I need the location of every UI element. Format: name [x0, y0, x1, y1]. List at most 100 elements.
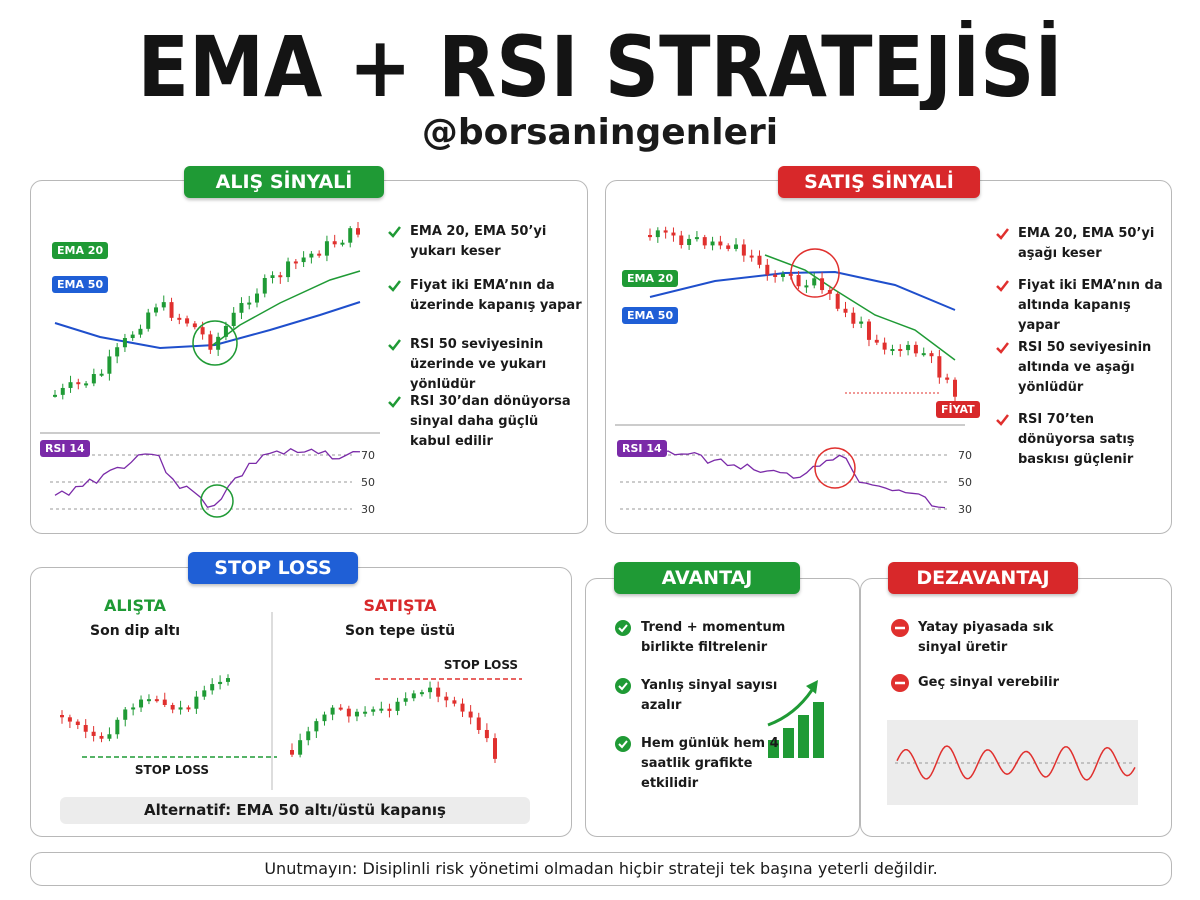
candle — [937, 356, 942, 378]
rsi-level-label: 50 — [958, 476, 972, 489]
candle — [154, 307, 158, 313]
list-item: Fiyat iki EMA’nın da altında kapanış yap… — [1018, 278, 1163, 333]
candle — [99, 735, 104, 739]
rsi-level-label: 30 — [958, 503, 972, 516]
candle — [202, 690, 207, 697]
ema50-tag: EMA 50 — [622, 307, 679, 324]
disadvantage-panel — [860, 578, 1172, 837]
buy-panel — [30, 180, 588, 534]
candle — [363, 711, 368, 714]
signal-circle — [192, 320, 238, 366]
candle — [99, 373, 104, 376]
candle — [131, 707, 136, 710]
candle — [403, 698, 408, 702]
candle — [223, 325, 228, 337]
candle — [484, 729, 489, 739]
ema20-tag: EMA 20 — [52, 242, 109, 259]
candle — [91, 374, 96, 384]
candle — [906, 344, 911, 351]
candle — [468, 711, 473, 718]
candle — [216, 336, 221, 350]
candle — [346, 708, 351, 717]
candle — [122, 338, 127, 348]
candle — [298, 740, 303, 755]
candle — [460, 703, 465, 712]
candle — [953, 379, 957, 397]
candle — [780, 273, 785, 277]
candle — [890, 349, 895, 352]
list-item: Geç sinyal verebilir — [918, 675, 1060, 690]
ema20-tag: EMA 20 — [622, 270, 679, 287]
footer: Unutmayın: Disiplinli risk yönetimi olma… — [264, 859, 938, 878]
candle — [773, 274, 778, 277]
candle — [194, 696, 199, 709]
list-item: Yanlış sinyal sayısı azalır — [641, 678, 778, 713]
candle — [130, 334, 135, 339]
signal-circle — [814, 447, 856, 489]
candle — [226, 678, 230, 682]
candle — [178, 707, 183, 710]
list-item: RSI 30’dan dönüyorsa sinyal daha güçlü k… — [410, 394, 571, 449]
buy-title: ALIŞTA — [103, 596, 167, 615]
candle — [138, 328, 143, 335]
handle: @borsaningenleri — [421, 112, 779, 153]
candle — [379, 708, 384, 711]
candle — [694, 237, 699, 240]
stop-loss-badge: STOP LOSS — [188, 552, 358, 584]
candle — [804, 285, 809, 288]
candle — [60, 387, 65, 395]
list-item: Fiyat iki EMA’nın da üzerinde kapanış ya… — [410, 278, 582, 313]
candle — [255, 293, 259, 303]
candle — [208, 334, 213, 350]
buy-badge: ALIŞ SİNYALİ — [184, 166, 384, 198]
candle — [663, 230, 668, 233]
candle — [444, 696, 449, 701]
candle — [679, 235, 684, 246]
list-item: Hem günlük hem 4 saatlik grafikte etkili… — [641, 736, 779, 791]
candle — [330, 707, 335, 715]
candle — [687, 238, 692, 246]
candle — [945, 377, 950, 380]
sell-panel — [605, 180, 1172, 534]
candle — [231, 312, 236, 326]
rsi-line — [654, 446, 946, 509]
candle — [913, 344, 918, 354]
candle — [309, 253, 314, 258]
candle — [749, 255, 754, 258]
stop-line-label: STOP LOSS — [443, 658, 519, 672]
signal-circle — [790, 248, 840, 298]
candle — [146, 312, 151, 329]
candle — [835, 293, 840, 309]
candle — [247, 302, 252, 305]
candle — [306, 731, 311, 741]
candle — [270, 275, 275, 278]
candle — [356, 228, 360, 235]
candle — [68, 382, 73, 388]
candle — [317, 253, 322, 256]
sell-chart: 70 50 30 — [615, 226, 972, 516]
candle — [262, 277, 267, 294]
candle — [200, 327, 205, 335]
candle — [874, 339, 879, 343]
candle — [115, 347, 120, 357]
list-item: RSI 50 seviyesinin altında ve aşağı yönl… — [1018, 340, 1152, 395]
candle — [741, 244, 746, 256]
candle — [655, 230, 660, 238]
list-item: RSI 70’ten dönüyorsa satış baskısı güçle… — [1018, 412, 1135, 467]
candle — [83, 725, 88, 732]
candle — [866, 321, 871, 340]
candle — [139, 699, 144, 708]
candle — [169, 302, 174, 318]
candle — [348, 228, 353, 243]
candle — [154, 699, 159, 702]
candle — [239, 303, 244, 313]
candle — [186, 707, 191, 710]
candle — [921, 353, 926, 356]
candle — [301, 257, 306, 263]
list-item: EMA 20, EMA 50’yi aşağı keser — [1018, 226, 1155, 261]
candle — [84, 383, 89, 386]
candle — [765, 264, 770, 275]
candle — [162, 699, 167, 705]
signal-circle — [200, 484, 234, 518]
